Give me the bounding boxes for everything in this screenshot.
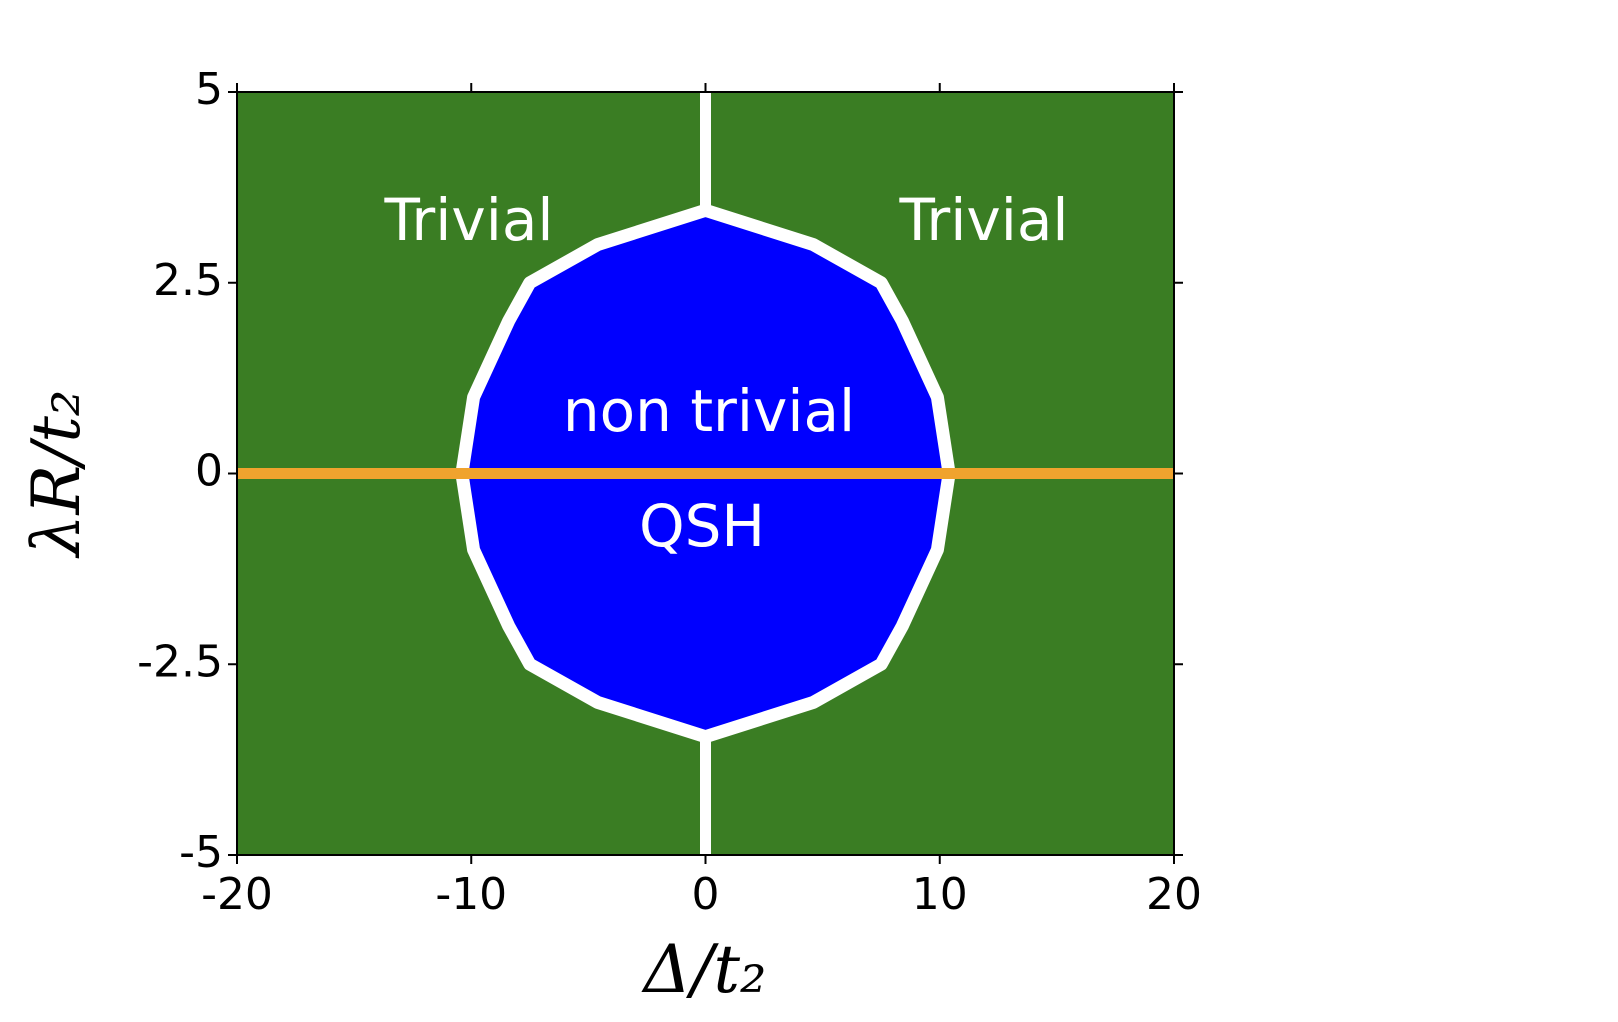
x-tick-label: 0 bbox=[692, 869, 720, 920]
x-tick-label: -20 bbox=[201, 869, 273, 920]
region-label: Trivial bbox=[899, 186, 1069, 254]
x-tick-label: -10 bbox=[435, 869, 507, 920]
y-tick-label: -2.5 bbox=[137, 636, 223, 687]
y-tick-label: 5 bbox=[195, 64, 223, 115]
x-tick-label: 20 bbox=[1146, 869, 1202, 920]
y-axis-label: λR/t₂ bbox=[18, 390, 95, 560]
region-label: Trivial bbox=[384, 186, 554, 254]
x-tick-label: 10 bbox=[912, 869, 968, 920]
y-tick-label: 2.5 bbox=[153, 255, 223, 306]
region-label: non trivial bbox=[563, 377, 855, 445]
y-tick-label: -5 bbox=[179, 827, 223, 878]
y-tick-label: 0 bbox=[195, 446, 223, 497]
region-label: QSH bbox=[639, 492, 765, 560]
x-axis-label: Δ/t₂ bbox=[641, 931, 767, 1008]
